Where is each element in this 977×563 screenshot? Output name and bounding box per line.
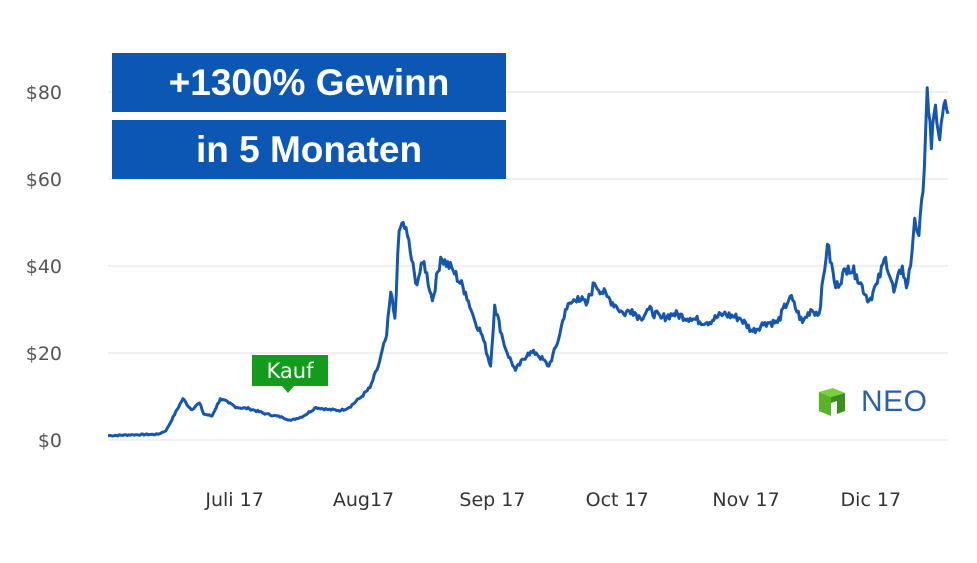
neo-price-series-line (107, 86, 950, 438)
x-tick-label: Dic 17 (841, 489, 902, 511)
buy-marker-pointer (282, 386, 294, 393)
neo-logo: NEO (817, 383, 943, 421)
y-axis: $0 $20 $40 $60 $80 (26, 82, 62, 452)
x-tick-label: Sep 17 (459, 489, 525, 511)
headline-gain-banner: +1300% Gewinn (112, 53, 506, 112)
y-tick-label: $80 (26, 82, 62, 104)
x-tick-label: Juli 17 (204, 489, 263, 511)
neo-logo-text: NEO (861, 385, 928, 418)
headline-period-banner: in 5 Monaten (112, 120, 506, 179)
y-tick-label: $60 (26, 169, 62, 191)
buy-marker-label: Kauf (252, 355, 328, 386)
x-axis: Juli 17 Aug17 Sep 17 Oct 17 Nov 17 Dic 17 (204, 489, 901, 511)
y-tick-label: $20 (26, 343, 62, 365)
x-tick-label: Oct 17 (586, 489, 649, 511)
neo-cube-icon (819, 388, 845, 416)
x-tick-label: Nov 17 (712, 489, 779, 511)
y-tick-label: $0 (38, 430, 62, 452)
y-tick-label: $40 (26, 256, 62, 278)
x-tick-label: Aug17 (333, 489, 394, 511)
